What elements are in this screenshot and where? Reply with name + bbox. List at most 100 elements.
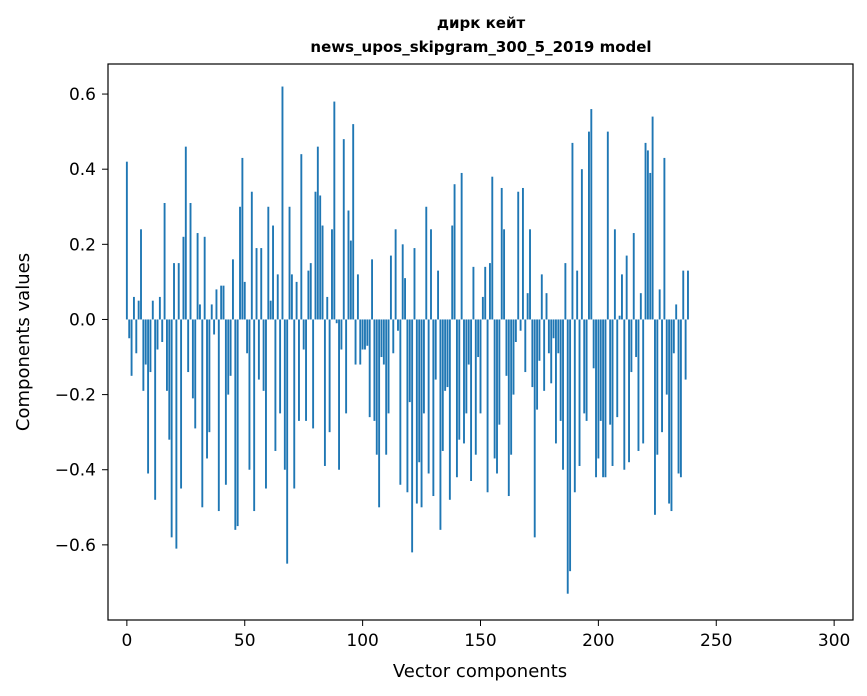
bar-1 (128, 319, 131, 339)
bar-83 (321, 225, 324, 320)
bar-134 (441, 319, 444, 451)
bar-82 (319, 195, 322, 320)
bar-96 (352, 124, 355, 320)
bar-48 (239, 206, 241, 320)
bar-115 (397, 319, 399, 331)
y-tick-label: −0.4 (55, 461, 96, 481)
bar-152 (484, 266, 487, 320)
bar-35 (208, 319, 211, 433)
bar-230 (668, 319, 671, 504)
bar-112 (389, 255, 392, 320)
bar-210 (621, 274, 623, 320)
bar-140 (455, 319, 458, 478)
bar-186 (564, 263, 567, 320)
y-tick-label: −0.6 (55, 536, 96, 556)
bar-72 (295, 281, 298, 320)
bar-20 (173, 263, 175, 320)
bar-53 (250, 191, 253, 320)
bar-179 (547, 319, 550, 354)
bar-190 (573, 319, 576, 493)
bar-77 (307, 270, 310, 320)
bar-120 (408, 319, 411, 403)
bar-136 (446, 319, 449, 388)
bar-124 (418, 319, 421, 463)
bar-106 (375, 319, 378, 455)
bar-43 (227, 319, 230, 395)
bar-143 (463, 319, 465, 444)
bar-117 (401, 244, 404, 320)
bar-235 (679, 319, 682, 478)
bar-202 (602, 319, 605, 478)
bar-198 (592, 319, 595, 369)
y-axis-ticks: −0.6 −0.4 −0.2 0.0 0.2 0.4 0.6 (55, 85, 108, 556)
bar-212 (625, 255, 628, 320)
bar-85 (326, 296, 329, 320)
bar-75 (302, 319, 305, 350)
chart-title-line-1: дирк кейт (437, 14, 526, 32)
bar-36 (210, 304, 213, 320)
bars-group (125, 86, 689, 594)
bar-102 (366, 319, 369, 346)
bar-158 (498, 319, 501, 425)
bar-107 (378, 319, 381, 508)
bar-194 (583, 319, 586, 414)
bar-175 (538, 319, 541, 361)
bar-103 (368, 319, 371, 418)
bar-69 (288, 206, 291, 320)
bar-67 (283, 319, 286, 470)
bar-187 (566, 319, 569, 594)
bar-222 (649, 172, 652, 320)
bar-165 (514, 319, 517, 342)
bar-84 (323, 319, 326, 466)
bar-232 (672, 319, 675, 354)
bar-236 (682, 270, 685, 320)
bar-23 (180, 319, 183, 489)
bar-39 (217, 319, 220, 512)
y-tick-label: 0.4 (69, 160, 96, 180)
bar-174 (536, 319, 539, 410)
bar-105 (373, 319, 376, 421)
x-tick-label: 0 (121, 631, 132, 651)
bar-209 (618, 315, 621, 320)
bar-32 (201, 319, 204, 508)
bar-73 (298, 319, 300, 421)
bar-182 (555, 319, 557, 444)
bar-217 (637, 319, 640, 451)
bar-151 (481, 296, 484, 320)
bar-55 (255, 248, 258, 320)
bar-14 (158, 296, 161, 320)
bar-196 (588, 131, 590, 320)
bar-127 (425, 206, 428, 320)
bar-93 (345, 319, 348, 414)
bar-238 (687, 270, 689, 320)
bar-64 (276, 274, 279, 320)
bar-98 (356, 274, 359, 320)
bar-214 (630, 319, 633, 373)
bar-145 (467, 319, 470, 365)
bar-66 (281, 86, 284, 320)
bar-219 (642, 319, 645, 444)
bar-71 (293, 319, 296, 489)
bar-50 (243, 281, 246, 320)
bar-61 (269, 300, 272, 320)
bar-95 (349, 240, 352, 320)
bar-168 (521, 187, 524, 320)
bar-183 (557, 319, 560, 354)
bar-116 (399, 319, 402, 485)
bar-41 (222, 285, 225, 320)
x-axis-ticks: 0 50 100 150 200 250 300 (121, 620, 850, 651)
x-tick-label: 300 (818, 631, 850, 651)
bar-166 (517, 191, 520, 320)
bar-193 (580, 169, 583, 320)
bar-169 (524, 319, 527, 373)
bar-110 (385, 319, 388, 455)
bar-113 (392, 319, 395, 354)
bar-155 (491, 176, 494, 320)
bar-137 (448, 319, 451, 500)
y-axis-label: Components values (13, 253, 34, 431)
bar-237 (684, 319, 687, 380)
bar-225 (656, 319, 659, 455)
bar-99 (359, 319, 362, 365)
bar-189 (571, 142, 574, 320)
bar-37 (213, 319, 216, 335)
